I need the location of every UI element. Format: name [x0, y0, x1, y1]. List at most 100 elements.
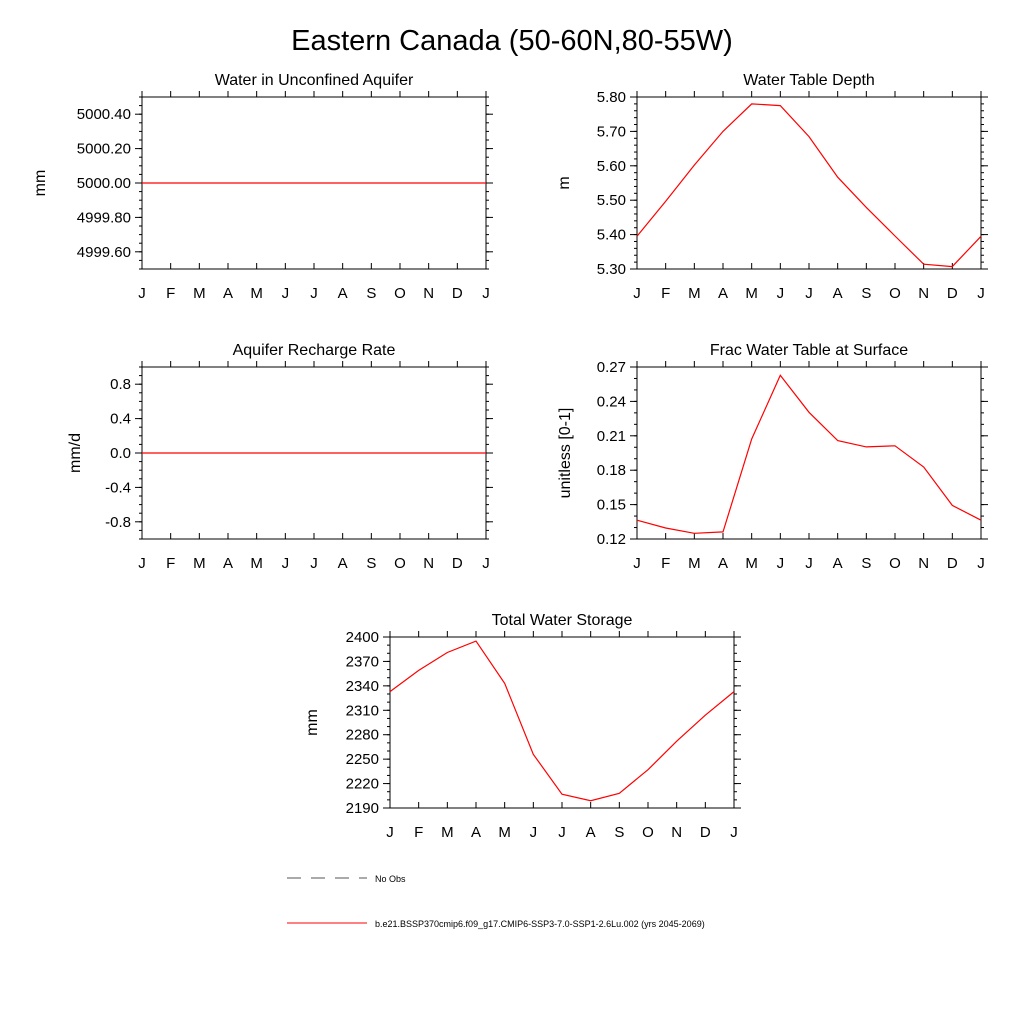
y-axis-label: mm/d [67, 433, 84, 473]
x-tick-label: A [833, 555, 843, 572]
y-tick-label: -0.8 [105, 514, 131, 531]
x-tick-label: J [138, 285, 146, 302]
x-tick-label: J [482, 555, 490, 572]
x-tick-label: A [338, 555, 348, 572]
x-tick-label: F [166, 285, 175, 302]
x-tick-label: J [977, 285, 985, 302]
y-tick-label: 0.12 [597, 531, 626, 548]
y-tick-label: 2220 [346, 776, 379, 793]
x-tick-label: O [889, 555, 901, 572]
plot-frame [636, 96, 982, 270]
y-tick-label: 0.4 [110, 411, 131, 428]
x-tick-label: J [633, 285, 641, 302]
x-tick-label: M [441, 824, 454, 841]
y-tick-label: 4999.60 [77, 244, 131, 261]
y-tick-label: 5000.00 [77, 175, 131, 192]
x-tick-label: J [310, 555, 318, 572]
x-tick-label: A [223, 285, 233, 302]
y-tick-label: 5.30 [597, 261, 626, 278]
x-tick-label: S [614, 824, 624, 841]
plot-frame [636, 366, 982, 540]
series-line [636, 374, 982, 534]
series-line [636, 103, 982, 268]
x-tick-label: J [138, 555, 146, 572]
y-axis-label: mm [304, 709, 321, 736]
x-tick-label: S [861, 285, 871, 302]
x-tick-label: N [423, 285, 434, 302]
chart-title: Water Table Depth [743, 72, 875, 89]
x-tick-label: J [530, 824, 538, 841]
x-tick-label: D [947, 285, 958, 302]
y-tick-label: 2280 [346, 727, 379, 744]
x-tick-label: F [661, 285, 670, 302]
x-tick-label: J [805, 285, 813, 302]
y-tick-label: 5000.40 [77, 106, 131, 123]
x-tick-label: J [777, 285, 785, 302]
x-tick-label: M [193, 285, 206, 302]
x-tick-label: A [586, 824, 596, 841]
x-tick-label: F [166, 555, 175, 572]
x-tick-label: J [730, 824, 738, 841]
chart-title: Aquifer Recharge Rate [233, 342, 396, 359]
x-tick-label: F [661, 555, 670, 572]
y-axis-label: m [556, 176, 573, 189]
x-tick-label: M [745, 555, 758, 572]
x-tick-label: A [833, 285, 843, 302]
y-tick-label: 5.70 [597, 123, 626, 140]
chart-title: Frac Water Table at Surface [710, 342, 908, 359]
y-tick-label: 0.0 [110, 445, 131, 462]
x-tick-label: M [250, 285, 263, 302]
x-tick-label: J [386, 824, 394, 841]
legend: No Obs b.e21.BSSP370cmip6.f09_g17.CMIP6-… [287, 874, 705, 929]
x-tick-label: N [671, 824, 682, 841]
x-tick-label: O [394, 285, 406, 302]
y-tick-label: 2250 [346, 751, 379, 768]
x-tick-label: J [310, 285, 318, 302]
x-tick-label: J [633, 555, 641, 572]
x-tick-label: A [718, 285, 728, 302]
y-tick-label: 0.27 [597, 359, 626, 376]
y-tick-label: 0.18 [597, 462, 626, 479]
x-tick-label: J [805, 555, 813, 572]
plot-frame [389, 636, 735, 809]
y-tick-label: 0.21 [597, 428, 626, 445]
x-tick-label: A [223, 555, 233, 572]
x-tick-label: M [688, 555, 701, 572]
y-tick-label: 2400 [346, 629, 379, 646]
x-tick-label: D [452, 285, 463, 302]
x-tick-label: M [193, 555, 206, 572]
x-tick-label: J [482, 285, 490, 302]
page-title: Eastern Canada (50-60N,80-55W) [291, 25, 733, 57]
y-tick-label: 4999.80 [77, 209, 131, 226]
x-tick-label: M [498, 824, 511, 841]
x-tick-label: S [366, 285, 376, 302]
y-tick-label: 0.15 [597, 497, 626, 514]
x-tick-label: M [745, 285, 758, 302]
y-tick-label: 5000.20 [77, 141, 131, 158]
y-tick-label: 2190 [346, 800, 379, 817]
y-axis-label: mm [32, 170, 49, 197]
x-tick-label: D [947, 555, 958, 572]
y-tick-label: 5.60 [597, 158, 626, 175]
y-axis-label: unitless [0-1] [557, 408, 574, 499]
y-tick-label: 5.50 [597, 192, 626, 209]
x-tick-label: O [889, 285, 901, 302]
x-tick-label: J [777, 555, 785, 572]
x-tick-label: O [394, 555, 406, 572]
y-tick-label: 2310 [346, 702, 379, 719]
x-tick-label: J [558, 824, 566, 841]
chart-title: Total Water Storage [492, 612, 633, 629]
x-tick-label: D [452, 555, 463, 572]
x-tick-label: A [718, 555, 728, 572]
x-tick-label: S [861, 555, 871, 572]
x-tick-label: J [977, 555, 985, 572]
legend-model-label: b.e21.BSSP370cmip6.f09_g17.CMIP6-SSP3-7.… [375, 919, 705, 929]
x-tick-label: D [700, 824, 711, 841]
x-tick-label: O [642, 824, 654, 841]
y-tick-label: 2340 [346, 678, 379, 695]
x-tick-label: M [688, 285, 701, 302]
